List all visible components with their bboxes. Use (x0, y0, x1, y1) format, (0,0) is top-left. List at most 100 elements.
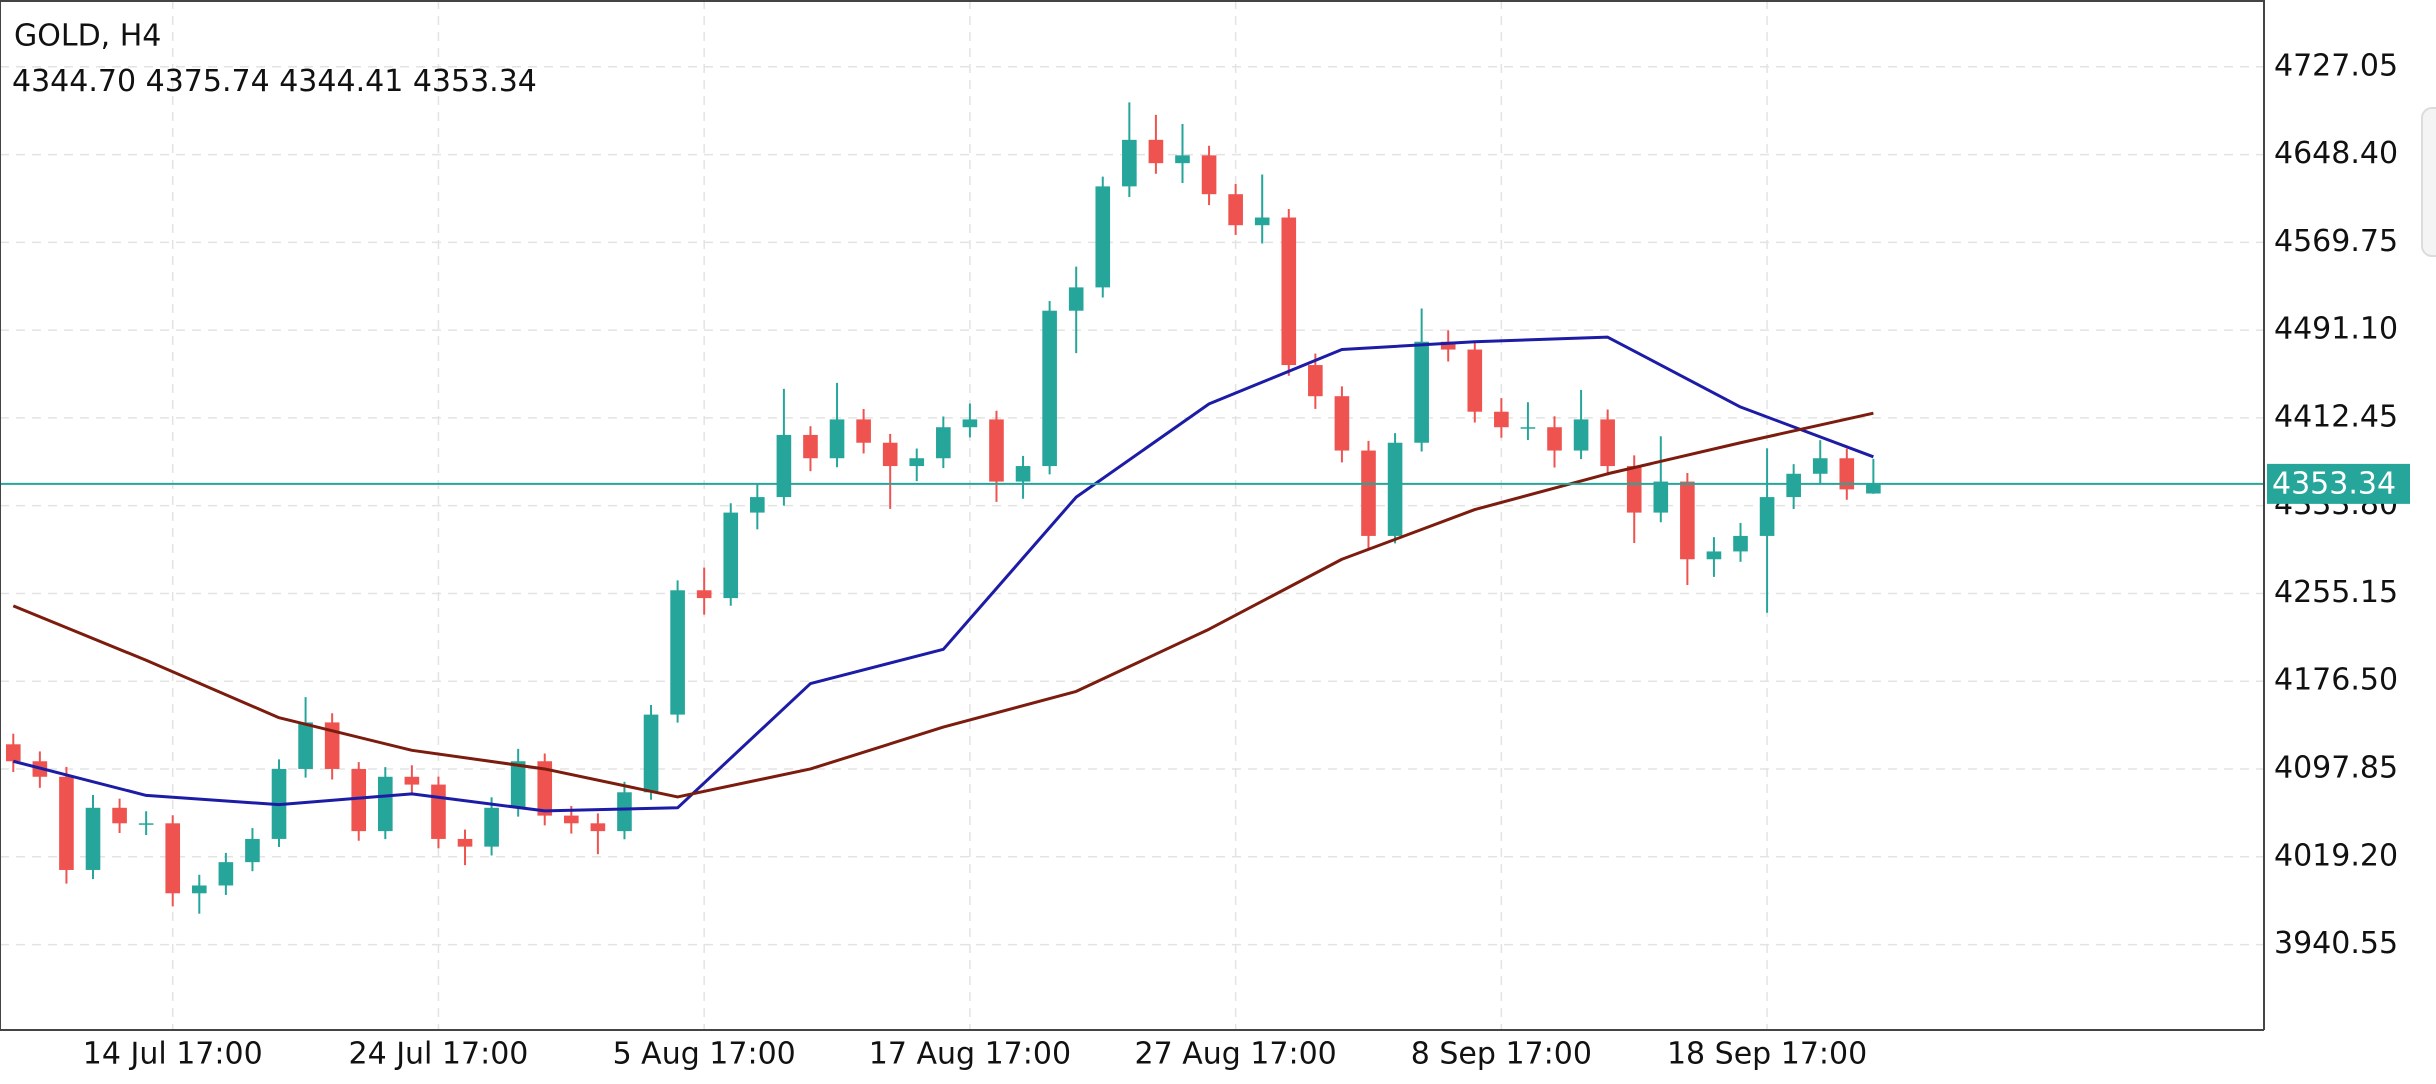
candle-body (1042, 310, 1057, 467)
candle-body (856, 419, 871, 443)
candle-body (989, 419, 1004, 482)
candle-body (1387, 442, 1403, 536)
candle-body (1653, 481, 1669, 513)
y-tick-label: 4569.75 (2274, 224, 2398, 259)
candle-body (1733, 535, 1748, 552)
candle-body (1281, 217, 1297, 366)
labels: GOLD, H4 4344.70 4375.74 4344.41 4353.34… (12, 19, 2410, 1072)
candle-body (1866, 483, 1881, 494)
candle-body (1706, 551, 1722, 560)
current-price-label: 4353.34 (2272, 466, 2396, 501)
candle-body (1334, 396, 1350, 451)
candle-body (1520, 427, 1536, 429)
candle-body (776, 434, 792, 498)
candle-body (643, 714, 659, 793)
moving-average-line (12, 335, 1874, 813)
candle-body (1068, 287, 1084, 311)
candle-body (1254, 217, 1270, 226)
y-tick-label: 4412.45 (2274, 399, 2398, 434)
y-tick-label: 4648.40 (2274, 136, 2398, 171)
x-tick-label: 18 Sep 17:00 (1667, 1037, 1867, 1072)
candle-body (1122, 139, 1137, 187)
candle-body (1812, 458, 1828, 474)
candle-body (617, 792, 632, 832)
candle-body (1361, 450, 1376, 536)
x-tick-label: 14 Jul 17:00 (83, 1037, 263, 1072)
candle-body (564, 815, 579, 824)
candle-body (1600, 419, 1615, 467)
x-tick-label: 8 Sep 17:00 (1411, 1037, 1592, 1072)
ohlc-readout: 4344.70 4375.74 4344.41 4353.34 (12, 64, 537, 99)
candle-body (1201, 155, 1217, 195)
candle-body (218, 862, 234, 886)
candle-body (590, 823, 606, 832)
ohlc-open: 4344.70 (12, 64, 136, 99)
candle-body (696, 590, 712, 599)
candle-body (298, 722, 313, 769)
candle-body (377, 776, 393, 832)
candle-body (1440, 341, 1456, 350)
candle-body (165, 823, 181, 894)
candle-body (537, 761, 553, 816)
candle-body (829, 419, 845, 459)
candle-body (112, 807, 127, 824)
y-tick-label: 4097.85 (2274, 751, 2398, 786)
candle-body (191, 885, 207, 894)
candle-body (1015, 466, 1031, 482)
x-tick-label: 27 Aug 17:00 (1134, 1037, 1336, 1072)
y-tick-label: 3940.55 (2274, 926, 2398, 961)
candle-body (1626, 466, 1642, 513)
candle-body (1839, 458, 1855, 490)
y-tick-label: 4491.10 (2274, 312, 2398, 347)
candle-body (1175, 155, 1190, 164)
candle-body (670, 590, 685, 715)
side-tab[interactable] (2421, 107, 2436, 257)
candle-body (5, 744, 21, 762)
candle-body (1759, 497, 1775, 536)
candle-body (882, 442, 898, 467)
ohlc-close: 4353.34 (413, 64, 537, 99)
candle-body (351, 768, 367, 832)
x-tick-label: 17 Aug 17:00 (869, 1037, 1071, 1072)
y-tick-label: 4727.05 (2274, 48, 2398, 83)
current-price-badge (2267, 463, 2410, 504)
candle-body (1786, 473, 1801, 498)
chart-title: GOLD, H4 (14, 19, 161, 54)
candle-body (457, 838, 473, 847)
x-tick-label: 24 Jul 17:00 (348, 1037, 528, 1072)
y-tick-label: 4176.50 (2274, 663, 2398, 698)
candle-body (803, 434, 818, 459)
y-tick-label: 4019.20 (2274, 838, 2398, 873)
candle-body (484, 807, 499, 847)
candle-body (404, 776, 420, 785)
candle-body (723, 512, 739, 599)
candle-body (1228, 194, 1243, 226)
candle-body (1467, 349, 1483, 412)
candle-body (1547, 427, 1562, 451)
y-tick-label: 4255.15 (2274, 575, 2398, 610)
candle-body (1573, 419, 1589, 451)
candle-body (750, 497, 765, 513)
candle-body (1414, 341, 1429, 443)
x-tick-label: 5 Aug 17:00 (613, 1037, 796, 1072)
candle-body (1494, 411, 1509, 428)
candle-body (245, 838, 260, 863)
candle-body (431, 784, 446, 839)
candle-body (962, 419, 978, 428)
plot-marks (0, 102, 2264, 914)
candle-body (1680, 481, 1695, 560)
candle-body (936, 427, 951, 459)
candle-body (1308, 365, 1323, 397)
candle-body (1095, 186, 1111, 288)
candle-body (138, 823, 154, 825)
candle-body (324, 722, 340, 769)
candle-body (59, 776, 74, 870)
candle-body (85, 807, 101, 870)
candle-body (909, 458, 925, 467)
candle-body (1148, 139, 1164, 164)
candle-body (510, 761, 526, 808)
moving-average-line (12, 411, 1874, 799)
